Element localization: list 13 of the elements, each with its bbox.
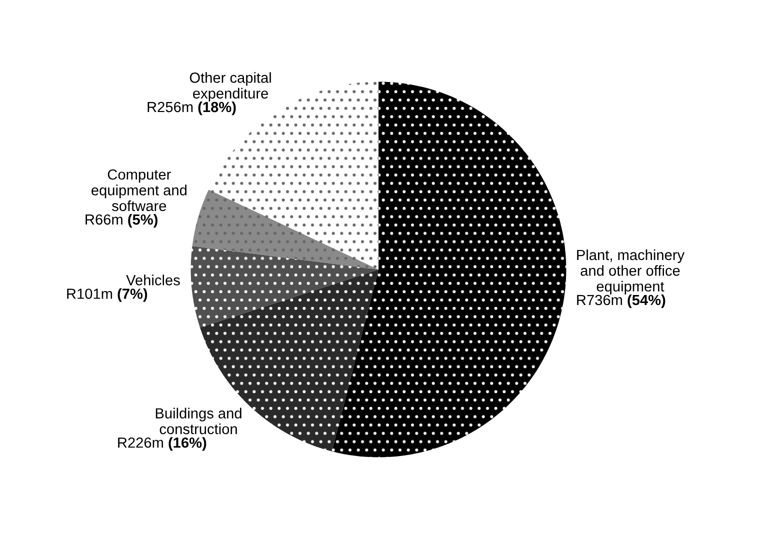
pie-slice bbox=[190, 246, 378, 328]
pie-slice bbox=[192, 190, 378, 270]
pie-slice bbox=[332, 82, 566, 458]
data-label: R101m (7%) bbox=[67, 288, 148, 302]
data-label: R66m (5%) bbox=[86, 214, 158, 228]
data-label: R736m (54%) bbox=[577, 294, 666, 308]
data-label: R226m (16%) bbox=[118, 437, 206, 451]
slice-label: Vehicles bbox=[126, 274, 180, 286]
slice-label: Plant, machinery and other office equipment bbox=[577, 249, 685, 294]
data-label: R256m (18%) bbox=[148, 101, 236, 116]
slice-label: Buildings and construction bbox=[156, 408, 242, 434]
slice-label: Computer equipment and software bbox=[92, 169, 186, 212]
slice-label: Other capital expenditure bbox=[190, 72, 271, 102]
